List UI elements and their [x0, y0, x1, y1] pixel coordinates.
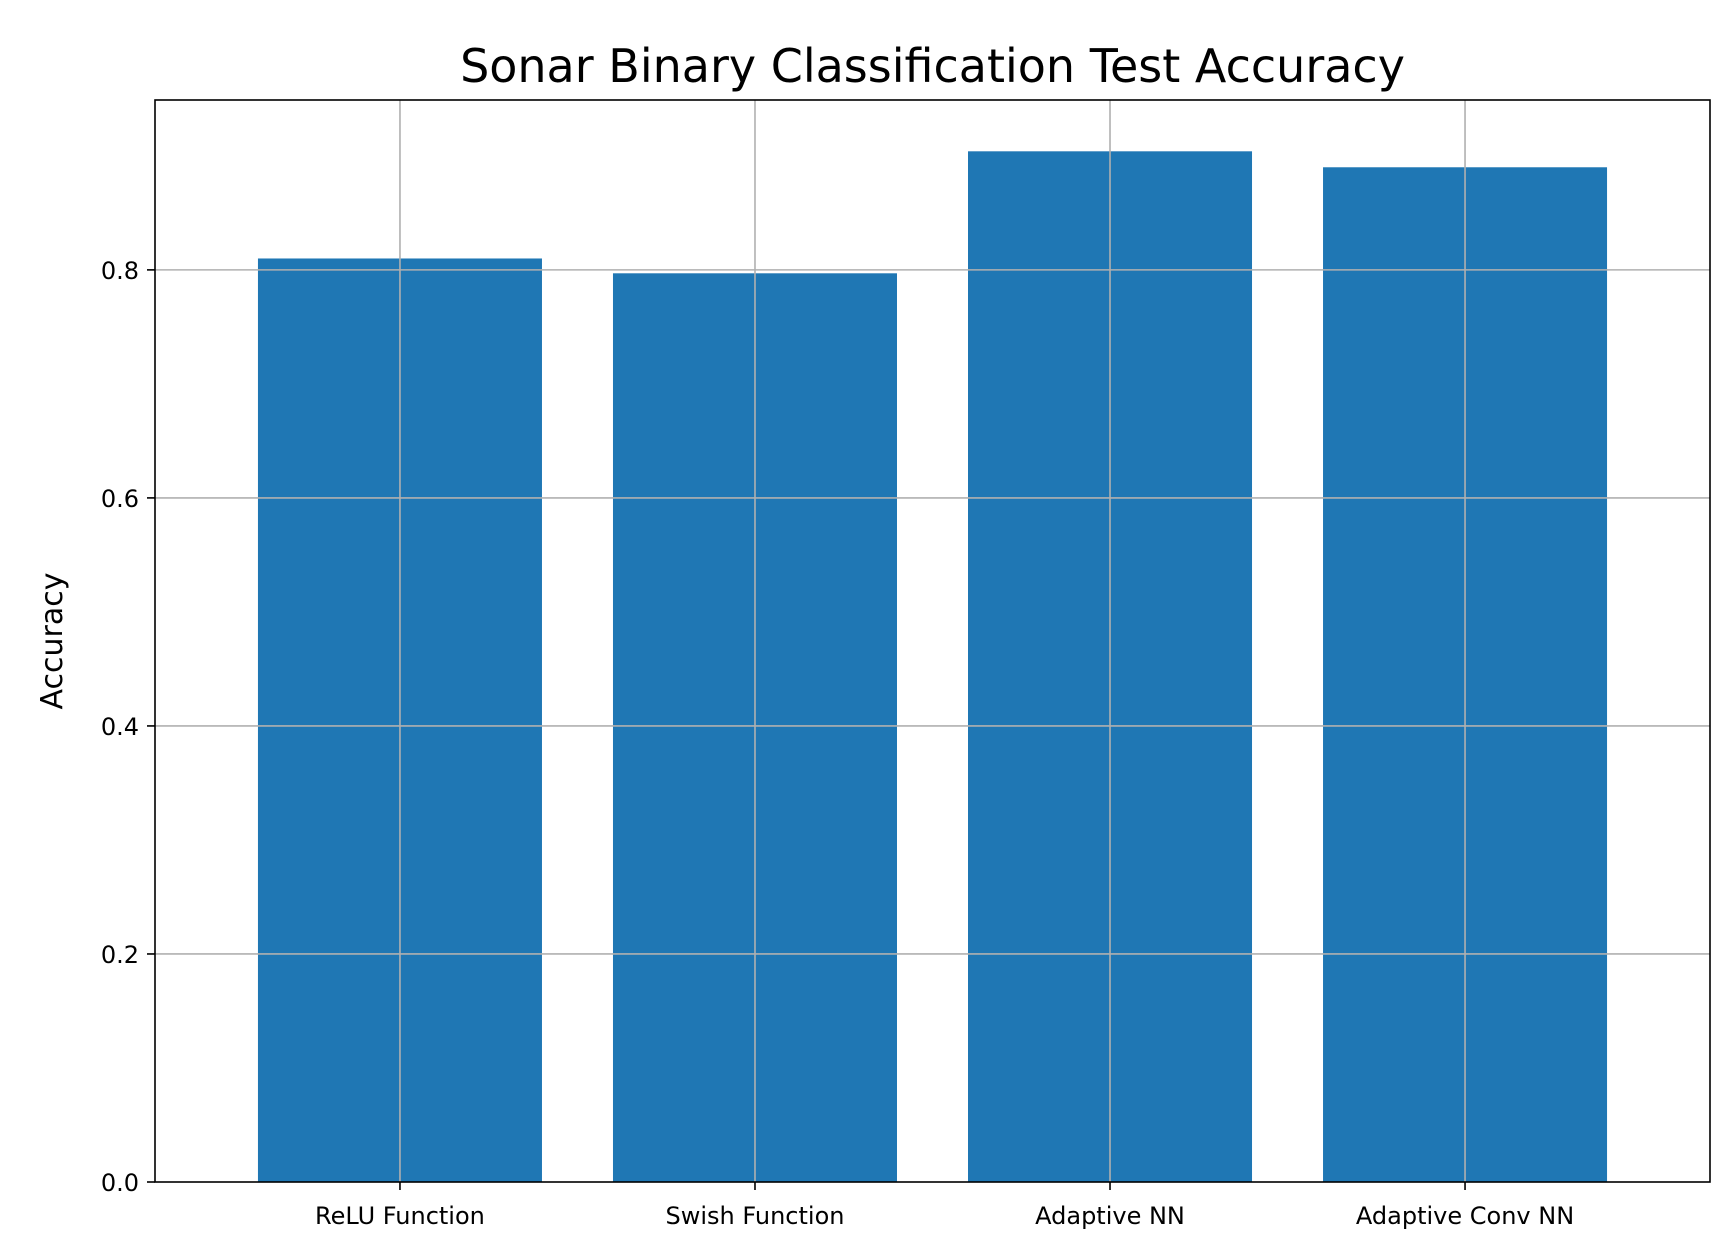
y-axis-label: Accuracy: [35, 573, 70, 710]
chart-title: Sonar Binary Classification Test Accurac…: [460, 39, 1405, 93]
ticks-layer: ReLU Function Swish Function Adaptive NN Ad…: [101, 257, 1574, 1230]
y-tick-label-1: 0.2: [101, 941, 139, 969]
plot-frame: [154, 99, 1711, 1183]
y-tick-label-3: 0.6: [101, 485, 139, 513]
y-tick-label-0: 0.0: [101, 1169, 139, 1197]
x-tick-label-1: Swish Function: [666, 1202, 845, 1230]
x-tick-label-3: Adaptive Conv NN: [1356, 1202, 1574, 1230]
y-tick-label-4: 0.8: [101, 257, 139, 285]
x-tick-label-2: Adaptive NN: [1035, 1202, 1185, 1230]
y-tick-label-2: 0.4: [101, 713, 139, 741]
x-tick-label-0: ReLU Function: [315, 1202, 485, 1230]
grid-layer: [155, 100, 1710, 1182]
